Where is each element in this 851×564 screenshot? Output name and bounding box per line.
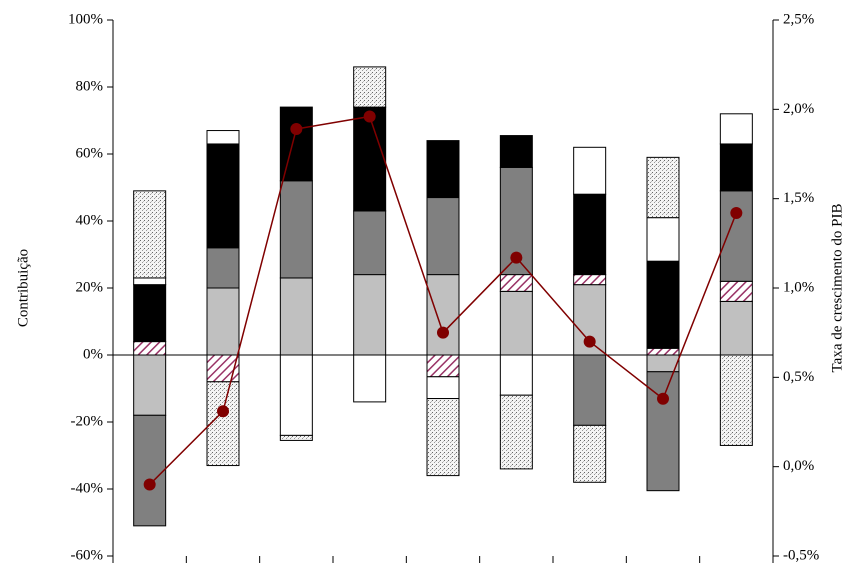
bar-segment xyxy=(646,217,680,262)
bar-segment xyxy=(133,414,167,527)
y-tick-label: -60% xyxy=(71,547,104,563)
y2-tick-label: 2,0% xyxy=(783,101,814,117)
bar-segment xyxy=(353,106,387,212)
y-tick-label: 0% xyxy=(83,346,103,362)
y-tick-label: -40% xyxy=(71,480,104,496)
bar-segment xyxy=(279,277,313,356)
bar-segment xyxy=(133,354,167,416)
y-tick-label: 80% xyxy=(76,78,104,94)
line-marker xyxy=(510,251,523,264)
bar-segment xyxy=(133,190,167,279)
bar-segment xyxy=(499,274,533,292)
bar-segment xyxy=(206,381,240,467)
bar-segment xyxy=(573,354,607,426)
bar-segment xyxy=(719,143,753,192)
bar-segment xyxy=(573,193,607,276)
line-marker xyxy=(583,335,596,348)
y-tick-label: 60% xyxy=(76,145,104,161)
line-marker xyxy=(363,110,376,123)
bar-segment xyxy=(206,287,240,356)
y-tick-label: 100% xyxy=(68,11,103,27)
bar-segment xyxy=(426,274,460,356)
bar-segment xyxy=(133,341,167,356)
bar-segment xyxy=(353,354,387,403)
line-marker xyxy=(290,122,303,135)
bar-segment xyxy=(646,260,680,349)
bar-segment xyxy=(499,354,533,396)
y2-tick-label: 2,5% xyxy=(783,11,814,27)
bar-segment xyxy=(279,354,313,436)
bar-segment xyxy=(206,130,240,145)
y-tick-label: 40% xyxy=(76,212,104,228)
bar-segment xyxy=(133,284,167,343)
bar-segment xyxy=(353,210,387,276)
line-marker xyxy=(437,326,449,339)
line-marker xyxy=(730,206,743,219)
bar-segment xyxy=(499,290,533,356)
bar-segment xyxy=(719,280,753,302)
bar-segment xyxy=(646,371,680,492)
bar-segment xyxy=(499,135,533,168)
bar-segment xyxy=(646,347,680,356)
line-marker xyxy=(657,392,669,405)
bar-segment xyxy=(426,376,460,400)
bar-segment xyxy=(206,247,240,289)
bar-segment xyxy=(573,274,607,286)
y2-tick-label: 1,0% xyxy=(783,279,814,295)
line-marker xyxy=(217,405,229,418)
y2-tick-label: 1,5% xyxy=(783,190,814,206)
y2-axis-label: Taxa de crescimento do PIB xyxy=(829,204,845,373)
y-tick-label: 20% xyxy=(76,279,104,295)
bar-segment xyxy=(719,300,753,356)
y-tick-label: -20% xyxy=(71,413,104,429)
bar-segment xyxy=(646,156,680,219)
bar-segment xyxy=(353,274,387,356)
bar-segment xyxy=(719,190,753,282)
bar-segment xyxy=(573,146,607,195)
bar-segment xyxy=(719,354,753,446)
bar-segment xyxy=(426,398,460,477)
bar-segment xyxy=(719,113,753,145)
y-axis-label: Contribuição xyxy=(15,249,31,327)
bar-segment xyxy=(353,66,387,108)
bar-segment xyxy=(426,197,460,276)
bar-segment xyxy=(206,143,240,249)
bar-segment xyxy=(499,394,533,470)
bar-segment xyxy=(279,434,313,441)
bar-segment xyxy=(573,424,607,483)
bar-segment xyxy=(426,354,460,378)
line-marker xyxy=(143,478,156,491)
bar-segment xyxy=(133,277,167,286)
bar-segment xyxy=(426,140,460,199)
y2-tick-label: 0,5% xyxy=(783,369,814,385)
y2-tick-label: -0,5% xyxy=(783,547,819,563)
bar-segment xyxy=(279,180,313,279)
y2-tick-label: 0,0% xyxy=(783,458,814,474)
